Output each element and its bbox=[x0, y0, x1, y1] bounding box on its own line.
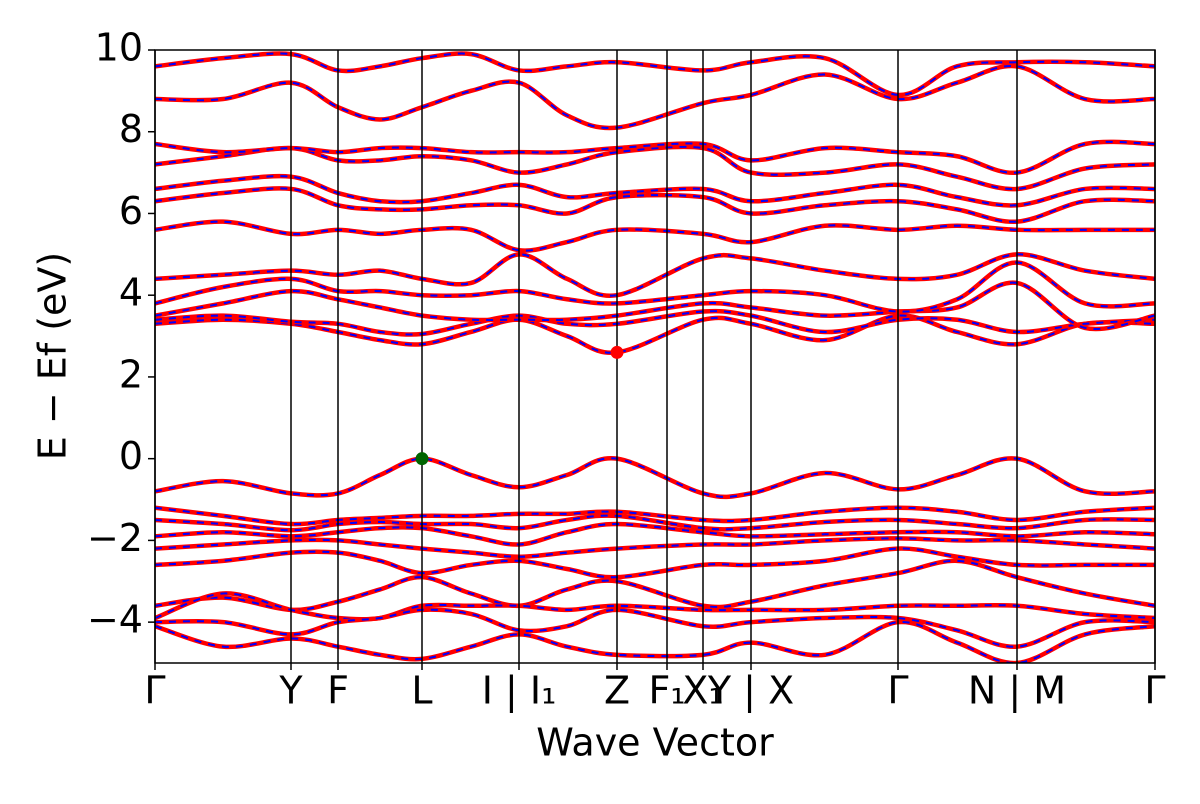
x-axis-label: Wave Vector bbox=[536, 721, 774, 765]
band-line-dashed bbox=[155, 314, 1155, 354]
plot-area bbox=[155, 51, 1155, 663]
y-tick-label: 4 bbox=[119, 271, 143, 315]
y-tick-label: −2 bbox=[87, 516, 143, 560]
band-line bbox=[155, 558, 1155, 613]
band-line-dashed bbox=[155, 175, 1155, 207]
band-line bbox=[155, 619, 1155, 663]
band-line bbox=[155, 144, 1155, 192]
band-line-dashed bbox=[155, 523, 1155, 546]
y-axis-label: E − Ef (eV) bbox=[31, 252, 75, 461]
band-line-dashed bbox=[155, 547, 1155, 579]
band-line-dashed bbox=[155, 457, 1155, 498]
x-tick-label: F bbox=[327, 669, 349, 713]
band-line bbox=[155, 252, 1155, 298]
band-edge-marker bbox=[415, 452, 429, 466]
y-tick-label: 8 bbox=[119, 107, 143, 151]
band-line-dashed bbox=[155, 220, 1155, 252]
band-line-dashed bbox=[155, 559, 1155, 611]
band-line-dashed bbox=[155, 537, 1155, 558]
band-line-dashed bbox=[155, 506, 1155, 526]
y-tick-label: 6 bbox=[119, 189, 143, 233]
band-line bbox=[155, 456, 1155, 500]
band-line-dashed bbox=[155, 621, 1155, 663]
x-tick-label: Z bbox=[604, 669, 630, 713]
y-tick-label: 10 bbox=[95, 26, 143, 70]
band-line bbox=[155, 139, 1155, 175]
y-tick-label: −4 bbox=[87, 598, 143, 642]
band-line-dashed bbox=[155, 514, 1155, 532]
x-tick-label: L bbox=[411, 669, 432, 713]
x-tick-label: Y | X bbox=[707, 669, 794, 714]
band-line-dashed bbox=[155, 145, 1155, 190]
band-line-dashed bbox=[155, 52, 1155, 96]
x-tick-label: F₁ bbox=[648, 669, 685, 713]
x-tick-label: Γ bbox=[144, 669, 165, 713]
band-line bbox=[155, 260, 1155, 314]
band-line-dashed bbox=[155, 65, 1155, 130]
x-tick-label: I | I₁ bbox=[482, 669, 557, 714]
band-line-dashed bbox=[155, 608, 1155, 648]
x-tick-label: Y bbox=[278, 669, 303, 713]
x-tick-label: Γ bbox=[887, 669, 908, 713]
y-tick-label: 0 bbox=[119, 434, 143, 478]
y-tick-label: 2 bbox=[119, 352, 143, 396]
band-line-dashed bbox=[155, 281, 1155, 330]
band-line bbox=[155, 63, 1155, 131]
band-edge-marker bbox=[610, 345, 624, 359]
band-line-dashed bbox=[155, 310, 1155, 336]
x-tick-label: N | M bbox=[968, 669, 1066, 714]
band-line-dashed bbox=[155, 592, 1155, 621]
x-tick-label: X₁ bbox=[682, 669, 723, 713]
band-line-dashed bbox=[155, 253, 1155, 297]
band-line bbox=[155, 219, 1155, 253]
band-line-dashed bbox=[155, 187, 1155, 223]
x-tick-label: Γ bbox=[1144, 669, 1165, 713]
band-line-dashed bbox=[155, 140, 1155, 174]
